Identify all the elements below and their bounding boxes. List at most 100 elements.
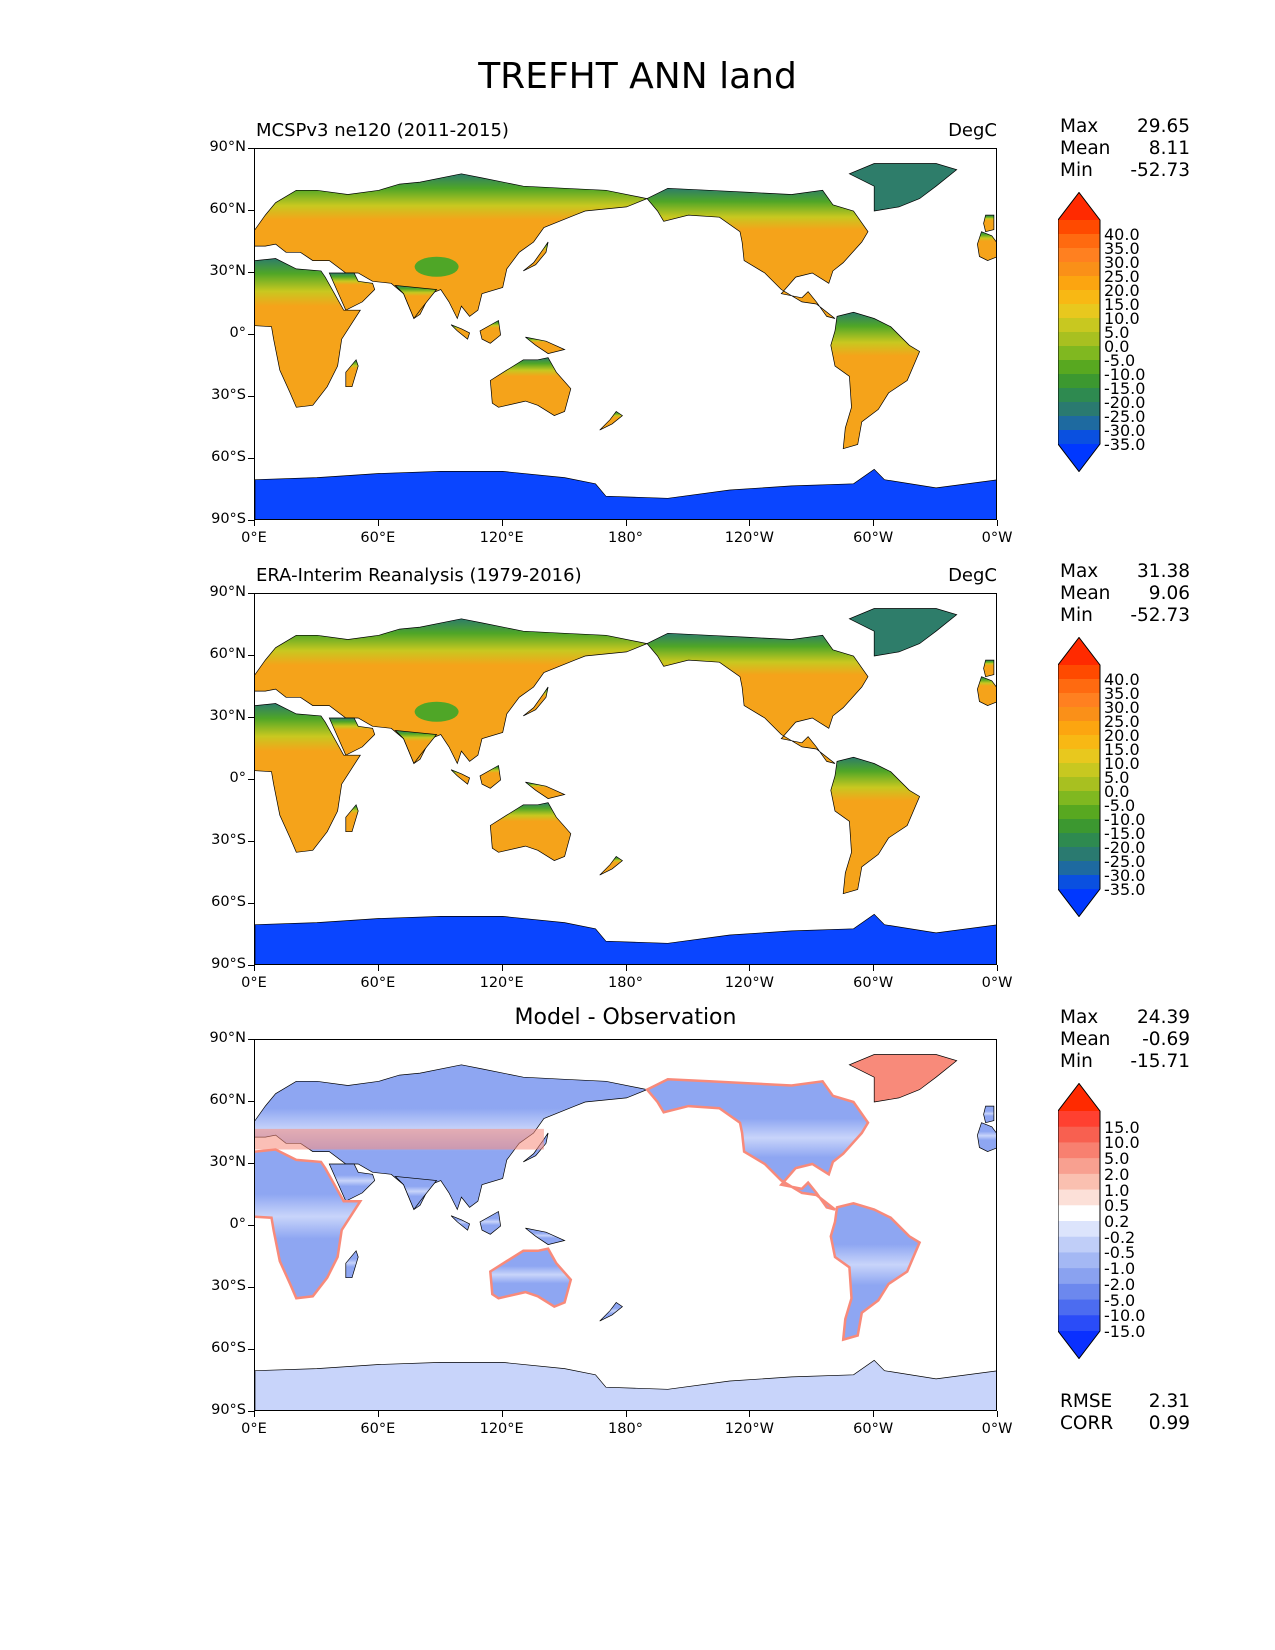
lat-tick: [248, 1349, 254, 1350]
lon-tick-label: 60°W: [853, 1421, 894, 1437]
coast-bias-samerica: [829, 1202, 922, 1342]
stat-row: Min -15.71: [1060, 1051, 1190, 1073]
land-uk: [983, 214, 995, 233]
land-europeW: [977, 231, 996, 261]
stat-label: Mean: [1060, 583, 1111, 604]
land-eurasia: [255, 618, 649, 765]
lat-tick: [248, 1411, 254, 1412]
metrics-block: RMSE 2.31 CORR 0.99: [1060, 1391, 1190, 1435]
lon-tick: [254, 520, 255, 526]
colorbar-tick-label: -35.0: [1104, 880, 1146, 899]
lat-tick: [248, 1101, 254, 1102]
lat-tick: [248, 903, 254, 904]
lat-tick: [248, 655, 254, 656]
lat-tick: [248, 1287, 254, 1288]
land-madagascar: [345, 1250, 359, 1279]
land-australia: [489, 357, 572, 416]
stat-value: -0.69: [1142, 1029, 1190, 1050]
stat-label: Min: [1060, 605, 1093, 626]
colorbar-tick-label: -10.0: [1104, 810, 1146, 829]
lon-tick: [254, 965, 255, 971]
lat-tick-label: 0°: [229, 770, 246, 786]
lon-tick: [625, 1411, 627, 1417]
colorbar-tick-label: -0.5: [1104, 1243, 1136, 1263]
lon-tick: [501, 965, 503, 971]
colorbar-extend-max: [1058, 192, 1100, 220]
lat-tick-label: 30°S: [211, 387, 246, 403]
land-newguinea: [525, 336, 566, 354]
colorbar-tick-label: -25.0: [1104, 852, 1146, 871]
colorbar-tick-label: -5.0: [1104, 351, 1136, 370]
land-seasia: [450, 1215, 471, 1231]
stat-label: Mean: [1060, 1029, 1111, 1050]
colorbar-tick-label: -30.0: [1104, 421, 1146, 440]
colorbar-segment: [1058, 416, 1100, 431]
stat-label: Max: [1060, 116, 1099, 137]
colorbar-tick-label: 25.0: [1104, 267, 1140, 286]
lon-tick: [625, 965, 627, 971]
land-seasia: [450, 769, 471, 785]
stats-block: Max 31.38 Mean 9.06 Min -52.73: [1060, 561, 1190, 627]
colorbar-tick-label: 10.0: [1104, 754, 1140, 773]
colorbar-tick-label: 5.0: [1104, 768, 1130, 787]
stat-value: 31.38: [1137, 561, 1190, 582]
land-europeW: [977, 676, 996, 706]
land-namerica: [646, 1078, 869, 1210]
land-antarctica: [255, 1359, 996, 1410]
lon-tick-label: 0°W: [981, 1421, 1013, 1437]
land-nz: [599, 411, 623, 431]
lat-tick-label: 0°: [229, 1216, 246, 1232]
lat-tick: [248, 210, 254, 211]
colorbar-tick-label: -15.0: [1104, 1322, 1146, 1341]
colorbar-segment: [1058, 276, 1100, 291]
colorbar-extend-min: [1058, 1331, 1100, 1359]
stat-row: Max 24.39: [1060, 1007, 1190, 1029]
lon-tick-label: 60°E: [360, 1421, 396, 1437]
lon-tick: [997, 520, 998, 526]
land-japan: [523, 241, 549, 272]
land-namerica: [646, 187, 869, 319]
stat-row: Mean 8.11: [1060, 138, 1190, 160]
colorbar-tick-label: -35.0: [1104, 435, 1146, 454]
colorbar-tick-label: -25.0: [1104, 407, 1146, 426]
map-panel-3: [254, 1039, 997, 1411]
colorbar-tick-label: -1.0: [1104, 1259, 1136, 1279]
land-arabia: [328, 272, 376, 311]
lat-tick-label: 60°S: [211, 1340, 246, 1356]
colorbar-segment: [1058, 220, 1100, 235]
panel-title-left: ERA-Interim Reanalysis (1979-2016): [256, 565, 582, 586]
colorbar-tick-label: -15.0: [1104, 824, 1146, 843]
colorbar-segment: [1058, 346, 1100, 361]
lat-tick-label: 30°S: [211, 1278, 246, 1294]
lon-tick-label: 180°: [608, 530, 643, 546]
colorbar-tick-label: -20.0: [1104, 393, 1146, 412]
metric-label: RMSE: [1060, 1391, 1113, 1412]
lon-tick: [501, 520, 503, 526]
colorbar-tick-label: 2.0: [1104, 1164, 1130, 1184]
colorbar-segment: [1058, 1268, 1100, 1285]
colorbar-tick-label: 20.0: [1104, 726, 1140, 745]
colorbar-segment: [1058, 805, 1100, 820]
colorbar-segment: [1058, 1315, 1100, 1332]
land-samerica: [830, 311, 921, 450]
lon-tick: [997, 1411, 998, 1417]
colorbar-extend-max: [1058, 1083, 1100, 1111]
colorbar-outline: [1058, 1083, 1101, 1359]
colorbar-tick-label: 15.0: [1104, 295, 1140, 314]
lon-tick-label: 120°E: [479, 1421, 524, 1437]
stat-value: 9.06: [1148, 583, 1190, 604]
land-europeW: [977, 1122, 996, 1152]
colorbar-tick-label: 0.0: [1104, 782, 1130, 801]
tibet-cold-region: [414, 701, 459, 722]
stat-row: Min -52.73: [1060, 160, 1190, 182]
colorbar-extend-min: [1058, 444, 1100, 472]
colorbar-tick-label: 0.0: [1104, 337, 1130, 356]
colorbar-segment: [1058, 234, 1100, 249]
lat-tick-label: 60°N: [209, 1092, 246, 1108]
lat-tick: [248, 1225, 254, 1226]
colorbar-segment: [1058, 262, 1100, 277]
colorbar-tick-label: 35.0: [1104, 684, 1140, 703]
coast-bias-namerica: [645, 1078, 870, 1211]
lon-tick: [873, 965, 875, 971]
colorbar-tick-label: 25.0: [1104, 712, 1140, 731]
